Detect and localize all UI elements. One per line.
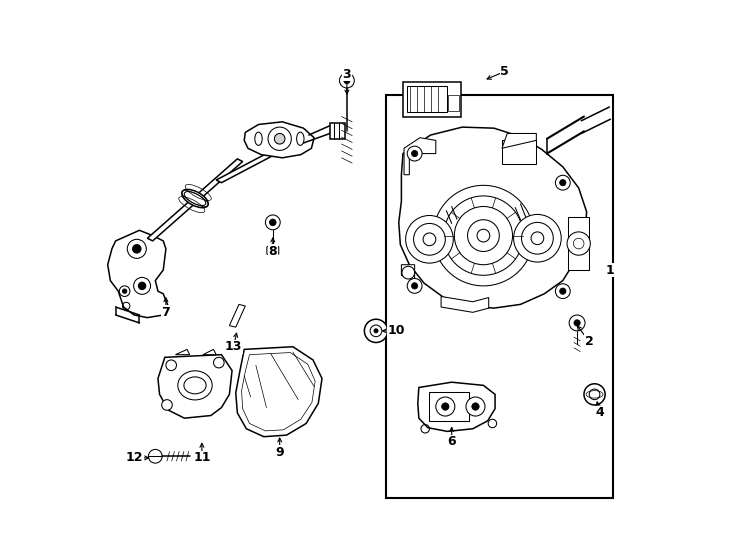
Circle shape (472, 403, 479, 410)
Circle shape (123, 289, 127, 293)
Polygon shape (418, 382, 495, 431)
Circle shape (139, 282, 146, 289)
Circle shape (407, 279, 422, 293)
Circle shape (466, 397, 485, 416)
Text: 1: 1 (606, 264, 615, 276)
Circle shape (531, 232, 544, 245)
Polygon shape (230, 305, 245, 327)
Circle shape (442, 403, 449, 410)
Circle shape (364, 319, 388, 342)
Text: 12: 12 (126, 451, 143, 464)
Circle shape (573, 238, 584, 249)
Bar (429, 392, 469, 421)
Circle shape (412, 283, 418, 289)
Bar (407, 86, 447, 112)
Polygon shape (236, 347, 322, 437)
Polygon shape (148, 159, 243, 241)
Circle shape (161, 400, 172, 410)
Ellipse shape (297, 132, 304, 145)
Circle shape (559, 288, 566, 294)
Circle shape (567, 232, 590, 255)
Ellipse shape (255, 132, 262, 145)
Polygon shape (502, 133, 537, 148)
Polygon shape (404, 138, 436, 175)
Circle shape (266, 215, 280, 230)
Circle shape (133, 245, 141, 253)
Circle shape (589, 389, 600, 400)
Circle shape (374, 329, 378, 333)
Ellipse shape (178, 371, 212, 400)
Text: 6: 6 (447, 435, 456, 449)
Circle shape (436, 397, 455, 416)
Text: 4: 4 (595, 407, 604, 420)
Circle shape (340, 73, 355, 88)
Circle shape (569, 315, 585, 331)
Text: 10: 10 (388, 325, 405, 338)
Bar (448, 96, 459, 111)
Polygon shape (108, 230, 169, 318)
Text: 9: 9 (275, 446, 284, 459)
Bar (330, 123, 345, 139)
Polygon shape (401, 265, 415, 281)
Polygon shape (441, 296, 489, 312)
Ellipse shape (184, 377, 206, 394)
Circle shape (148, 449, 162, 463)
Circle shape (407, 146, 422, 161)
Bar (403, 82, 461, 117)
Circle shape (522, 222, 553, 254)
Circle shape (269, 219, 276, 226)
Circle shape (468, 220, 499, 252)
Circle shape (514, 214, 562, 262)
Circle shape (406, 215, 454, 263)
Text: 8: 8 (269, 245, 277, 258)
Polygon shape (399, 127, 586, 308)
Circle shape (214, 357, 224, 368)
Bar (385, 96, 613, 497)
Polygon shape (267, 244, 279, 257)
Circle shape (275, 133, 285, 144)
Circle shape (413, 224, 446, 255)
Circle shape (344, 77, 350, 84)
Circle shape (477, 230, 490, 242)
Circle shape (556, 176, 570, 190)
Circle shape (559, 179, 566, 186)
Circle shape (444, 196, 523, 275)
Text: 2: 2 (585, 335, 594, 348)
Text: 7: 7 (161, 306, 170, 319)
Circle shape (423, 233, 436, 246)
Circle shape (166, 360, 176, 370)
Ellipse shape (184, 192, 206, 206)
Circle shape (412, 151, 418, 157)
Polygon shape (203, 349, 217, 355)
Polygon shape (175, 349, 189, 355)
Polygon shape (244, 122, 314, 158)
Circle shape (268, 127, 291, 151)
Text: 3: 3 (343, 68, 351, 80)
Circle shape (556, 284, 570, 299)
Circle shape (402, 266, 415, 279)
Bar (568, 217, 589, 270)
Circle shape (584, 384, 605, 405)
Ellipse shape (182, 190, 208, 208)
Text: 13: 13 (225, 340, 242, 353)
Circle shape (370, 325, 382, 336)
Circle shape (454, 206, 512, 265)
Circle shape (574, 320, 581, 326)
Circle shape (433, 185, 534, 286)
Polygon shape (158, 355, 232, 418)
Text: 5: 5 (500, 65, 509, 78)
Polygon shape (217, 153, 272, 183)
Text: 11: 11 (193, 451, 211, 464)
Bar (502, 140, 537, 164)
